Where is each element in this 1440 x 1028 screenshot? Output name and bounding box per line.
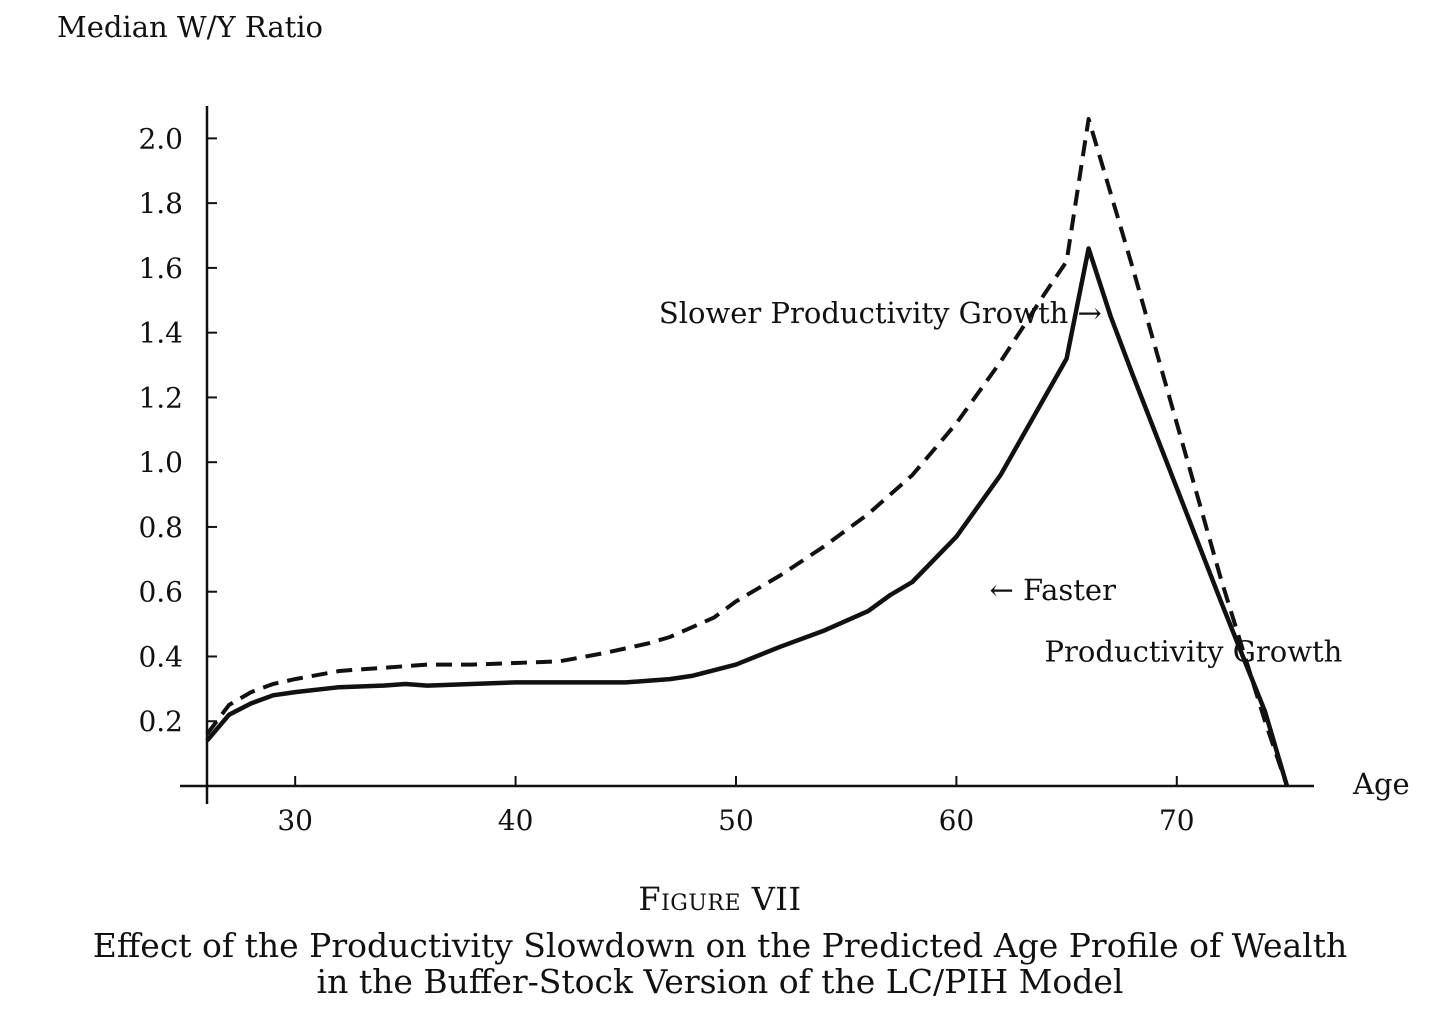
series-slower-growth-line [205,117,1289,787]
y-tick-label: 0.8 [138,511,183,544]
y-tick-label: 1.6 [138,252,183,285]
y-tick-label: 1.8 [138,187,183,220]
x-axis-ticks: 30 40 50 60 70 [277,776,1195,837]
x-axis-label: Age [1352,767,1410,801]
y-tick-label: 1.0 [138,446,183,479]
x-tick-label: 50 [718,804,754,837]
x-tick-label: 60 [939,804,975,837]
y-axis-ticks: 0.2 0.4 0.6 0.8 1.0 1.2 1.4 1.6 1.8 2.0 [138,122,217,738]
annotation-faster-growth-line2: Productivity Growth [1045,634,1343,668]
x-tick-label: 30 [277,804,313,837]
y-tick-label: 1.4 [138,317,183,350]
annotation-slower-growth: Slower Productivity Growth → [659,296,1102,330]
series-lines [205,117,1290,787]
x-tick-label: 70 [1159,804,1195,837]
figure-number: Figure VII [638,880,802,918]
x-tick-label: 40 [498,804,534,837]
figure-title-line-1: Effect of the Productivity Slowdown on t… [92,926,1348,965]
y-tick-label: 0.6 [138,576,183,609]
y-tick-label: 1.2 [138,381,183,414]
wealth-age-profile-chart: Median W/Y Ratio Age 0.2 0.4 0.6 0.8 1.0 1.2 1… [57,10,1410,837]
series-faster-growth-line [205,246,1290,787]
figure-title-line-2: in the Buffer-Stock Version of the LC/PI… [316,962,1124,1001]
annotation-faster-growth: ← Faster [989,573,1116,607]
y-axis-label: Median W/Y Ratio [57,10,323,44]
y-tick-label: 2.0 [138,122,183,155]
y-tick-label: 0.4 [138,640,183,673]
y-tick-label: 0.2 [138,705,183,738]
